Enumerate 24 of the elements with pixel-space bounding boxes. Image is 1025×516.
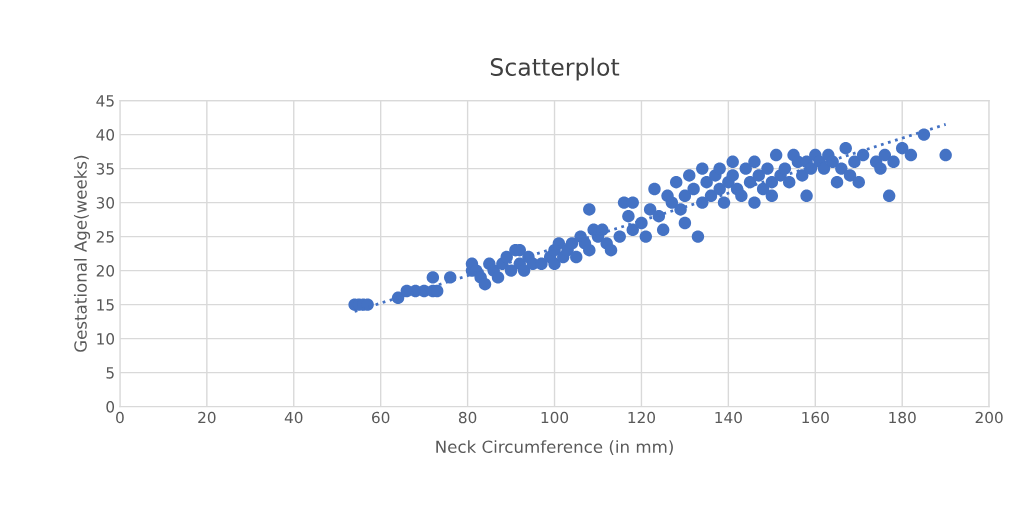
y-tick-label: 10 <box>97 333 115 345</box>
y-tick-label: 30 <box>96 197 115 209</box>
y-axis-title: Gestational Age(weeks) <box>73 155 91 352</box>
y-tick-label: 0 <box>106 401 115 413</box>
x-tick-label: 180 <box>889 411 916 424</box>
y-tick-label: 5 <box>106 367 114 379</box>
x-tick-label: 40 <box>284 411 303 424</box>
x-tick-label: 20 <box>198 411 216 424</box>
x-tick-label: 140 <box>715 411 742 424</box>
y-tick-label: 45 <box>96 95 114 107</box>
x-tick-label: 60 <box>372 411 390 424</box>
chart-title: Scatterplot <box>490 57 620 81</box>
y-tick-label: 20 <box>96 265 115 277</box>
x-tick-label: 80 <box>458 411 477 424</box>
x-tick-label: 100 <box>541 411 569 424</box>
y-tick-label: 15 <box>97 299 114 311</box>
y-tick-label: 25 <box>96 231 114 243</box>
x-tick-label: 120 <box>628 411 656 424</box>
x-tick-label: 0 <box>116 411 124 424</box>
y-tick-label: 35 <box>96 163 114 175</box>
x-tick-label: 200 <box>975 411 1003 424</box>
x-axis-title: Neck Circumference (in mm) <box>436 440 673 456</box>
y-tick-label: 40 <box>96 129 115 141</box>
x-tick-label: 160 <box>802 411 829 424</box>
